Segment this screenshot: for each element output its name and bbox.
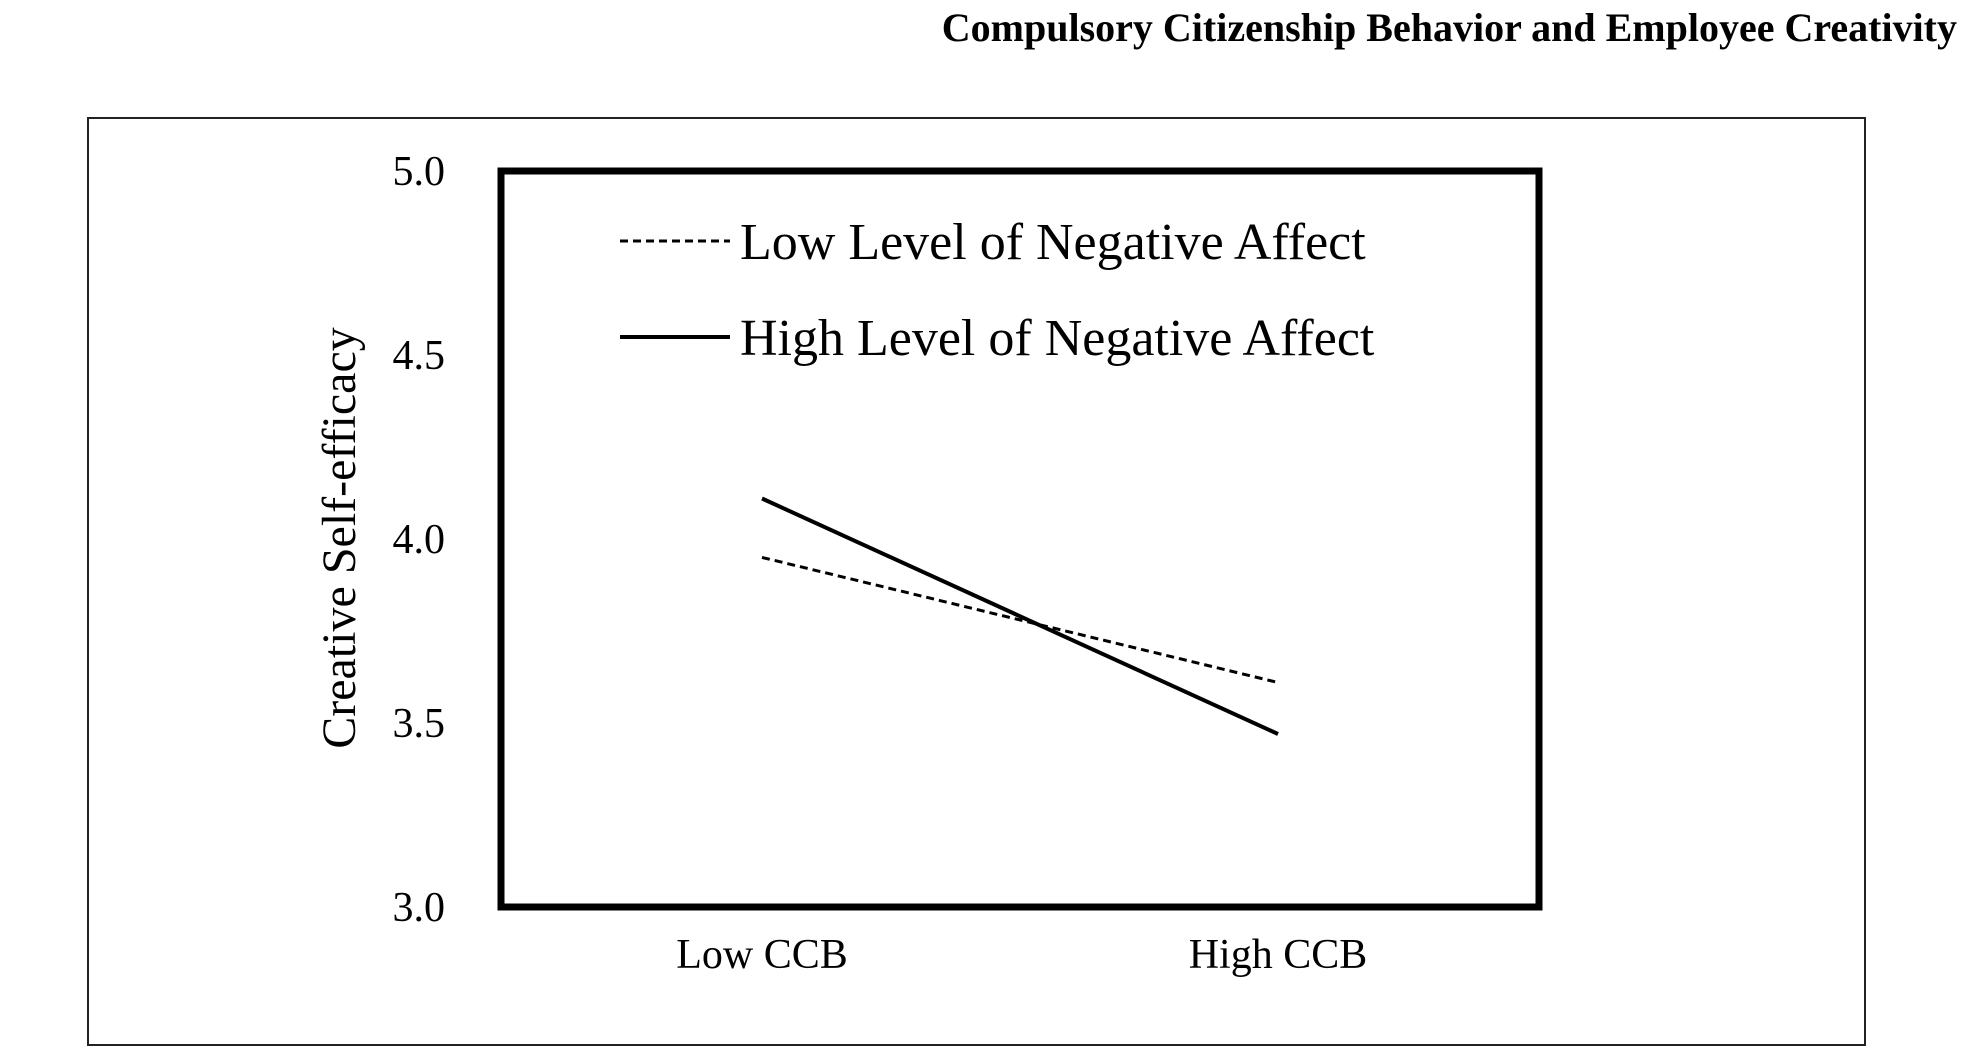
y-tick-label: 5.0 bbox=[393, 149, 446, 195]
y-tick-label: 3.5 bbox=[393, 701, 446, 747]
legend: Low Level of Negative Affect High Level … bbox=[620, 214, 1375, 367]
y-tick-label: 4.5 bbox=[393, 333, 446, 379]
running-title: Compulsory Citizenship Behavior and Empl… bbox=[941, 5, 1957, 50]
y-axis-label: Creative Self-efficacy bbox=[313, 327, 366, 749]
y-tick-label: 4.0 bbox=[393, 517, 446, 563]
series-line-low-negative-affect bbox=[761, 555, 1279, 684]
y-axis-ticks: 3.0 3.5 4.0 4.5 5.0 bbox=[393, 149, 446, 931]
x-axis-ticks: Low CCB High CCB bbox=[676, 932, 1367, 978]
x-tick-label: Low CCB bbox=[676, 932, 848, 978]
series-lines bbox=[761, 496, 1279, 736]
x-tick-label: High CCB bbox=[1189, 932, 1368, 978]
plot-area bbox=[497, 167, 1543, 911]
y-tick-label: 3.0 bbox=[393, 885, 446, 931]
series-line-high-negative-affect bbox=[761, 496, 1279, 736]
figure-frame bbox=[87, 117, 1866, 1046]
legend-label-low-negative-affect: Low Level of Negative Affect bbox=[740, 214, 1366, 271]
legend-label-high-negative-affect: High Level of Negative Affect bbox=[740, 310, 1375, 367]
page-header: Compulsory Citizenship Behavior and Empl… bbox=[0, 0, 1961, 60]
